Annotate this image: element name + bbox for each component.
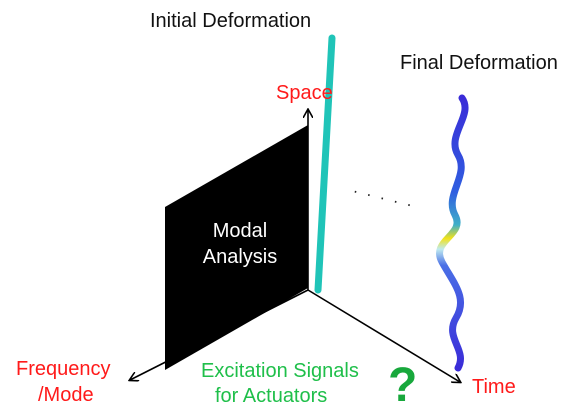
time-axis-label: Time — [472, 376, 516, 398]
initial-deformation-label: Initial Deformation — [150, 10, 312, 32]
modal-analysis-panel — [165, 125, 308, 370]
excitation-signals-label-line2: for Actuators — [215, 385, 328, 407]
question-mark-icon: ? — [388, 359, 418, 412]
frequency-axis-arrow — [130, 289, 309, 380]
frequency-axis-label-line2: /Mode — [38, 384, 94, 406]
excitation-signals-label-line1: Excitation Signals — [201, 360, 359, 382]
initial-deformation-rod — [314, 34, 336, 294]
frequency-axis-label-line1: Frequency — [16, 358, 111, 380]
space-axis-label: Space — [276, 82, 333, 104]
time-axis-arrow — [307, 289, 460, 382]
final-deformation-label: Final Deformation — [400, 52, 558, 74]
final-deformation-wave — [436, 94, 469, 372]
modal-analysis-label-line1: Modal — [212, 220, 268, 242]
modal-analysis-label-line2: Analysis — [202, 246, 278, 268]
